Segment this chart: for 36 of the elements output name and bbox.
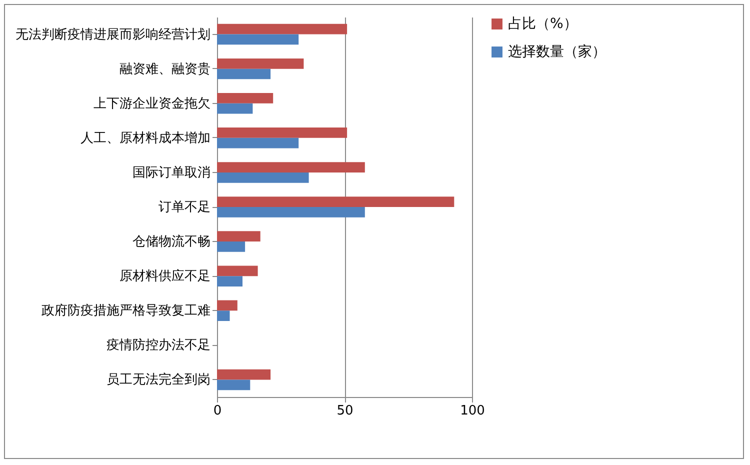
y-tick-label: 人工、原材料成本增加 [80,130,210,146]
y-tick-label: 原材料供应不足 [120,268,210,284]
bar [217,369,271,380]
bar [217,380,250,390]
bar [217,242,246,252]
bar [217,310,230,321]
x-tick-label: 0 [213,404,222,418]
legend-label: 选择数量（家） [508,44,606,60]
y-tick-label: 上下游企业资金拖欠 [94,96,210,112]
bar [217,162,365,172]
bar [217,207,365,218]
bar [217,103,253,114]
y-tick-label: 订单不足 [158,200,210,215]
bar [217,68,271,80]
legend-label: 占比（%） [508,16,578,32]
bar [217,128,348,138]
bar [217,276,242,286]
bar [217,34,299,45]
bar [217,138,299,148]
bar [217,300,238,311]
y-tick-label: 融资难、融资贵 [120,62,210,77]
bar [217,231,260,242]
x-tick-label: 100 [460,404,485,418]
bar [217,93,274,104]
bar [217,266,258,276]
y-tick-label: 疫情防控办法不足 [106,338,210,354]
y-tick-label: 国际订单取消 [132,165,210,180]
y-tick-label: 政府防疫措施严格导致复工难 [42,302,210,319]
y-tick-label: 无法判断疫情进展而影响经营计划 [16,27,210,42]
bar [217,172,309,183]
y-tick-label: 员工无法完全到岗 [106,372,210,388]
bar [217,24,348,34]
bar [217,58,304,69]
y-tick-label: 仓储物流不畅 [132,234,210,250]
x-tick-label: 50 [336,404,354,418]
bar [217,196,454,207]
